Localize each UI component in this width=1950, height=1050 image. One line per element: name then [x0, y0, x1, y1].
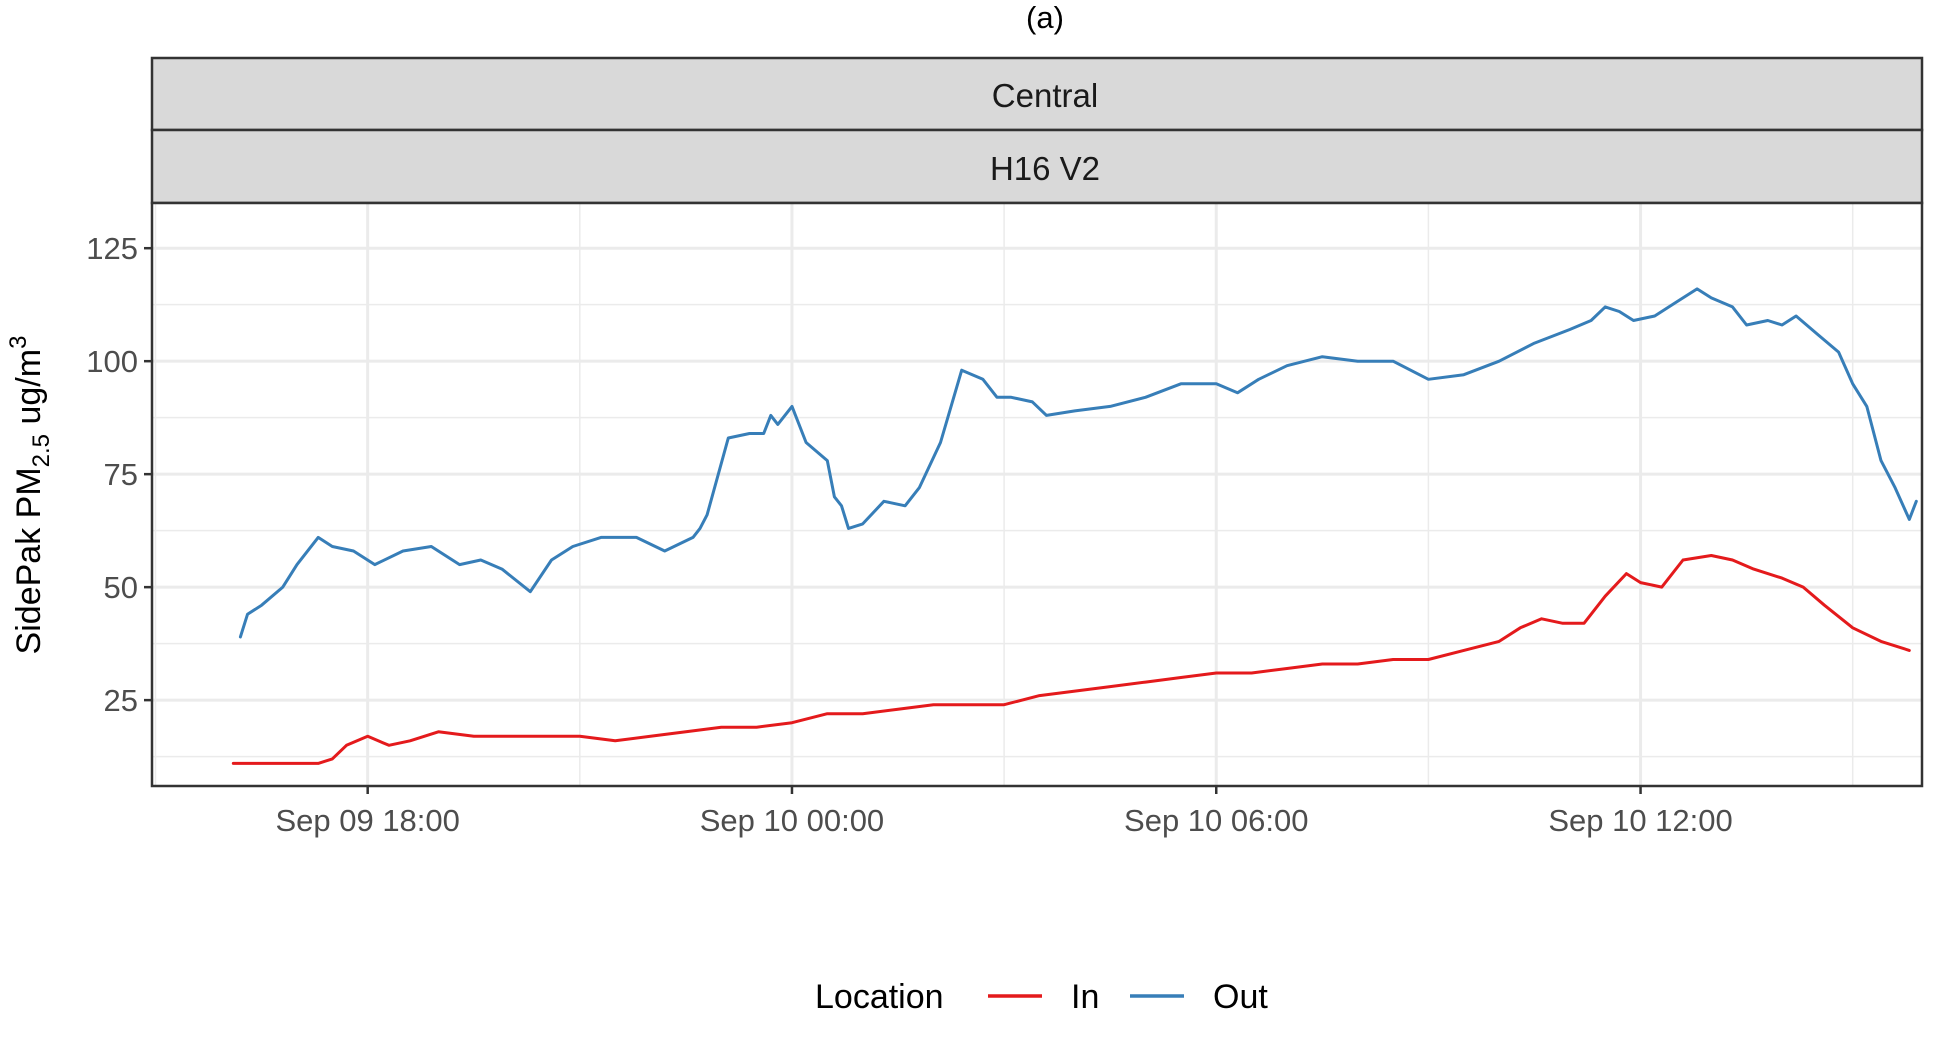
x-axis: Sep 09 18:00 Sep 10 00:00 Sep 10 06:00 Sep …: [275, 786, 1733, 838]
facet-strip-1: [150, 56, 1924, 132]
y-axis: 25 50 75 100 125: [86, 231, 152, 718]
legend-title: Location: [815, 978, 944, 1016]
series-line-out: [238, 287, 1918, 639]
facet-strip-2: [150, 128, 1924, 205]
y-tick-label-0: 25: [104, 683, 138, 718]
chart-title: (a): [1026, 0, 1064, 35]
series-line-in: [231, 554, 1911, 765]
legend: Location In Out: [815, 978, 1268, 1016]
x-tick-label-3: Sep 10 12:00: [1548, 803, 1732, 838]
x-tick-label-2: Sep 10 06:00: [1124, 803, 1308, 838]
facet-label-2: H16 V2: [990, 150, 1100, 187]
y-axis-title: SidePak PM2.5 ug/m3: [5, 336, 55, 655]
legend-label-in: In: [1071, 978, 1099, 1016]
x-tick-label-0: Sep 09 18:00: [275, 803, 459, 838]
series-layer: [231, 287, 1918, 765]
y-axis-title-main: SidePak PM: [10, 467, 48, 654]
y-tick-label-1: 50: [104, 570, 138, 605]
grid-minor: [152, 203, 1922, 786]
facet-label-1: Central: [992, 77, 1098, 114]
y-axis-title-sub: 2.5: [28, 434, 55, 467]
plot-panel: [152, 203, 1922, 786]
legend-label-out: Out: [1213, 978, 1268, 1016]
y-axis-title-sup: 3: [5, 336, 32, 349]
y-tick-label-4: 125: [86, 231, 138, 266]
x-tick-label-1: Sep 10 00:00: [700, 803, 884, 838]
plot-border: [150, 201, 1924, 788]
grid-major: [152, 203, 1922, 786]
y-axis-title-unit: ug/m: [10, 349, 48, 434]
y-tick-label-2: 75: [104, 457, 138, 492]
y-tick-label-3: 100: [86, 344, 138, 379]
